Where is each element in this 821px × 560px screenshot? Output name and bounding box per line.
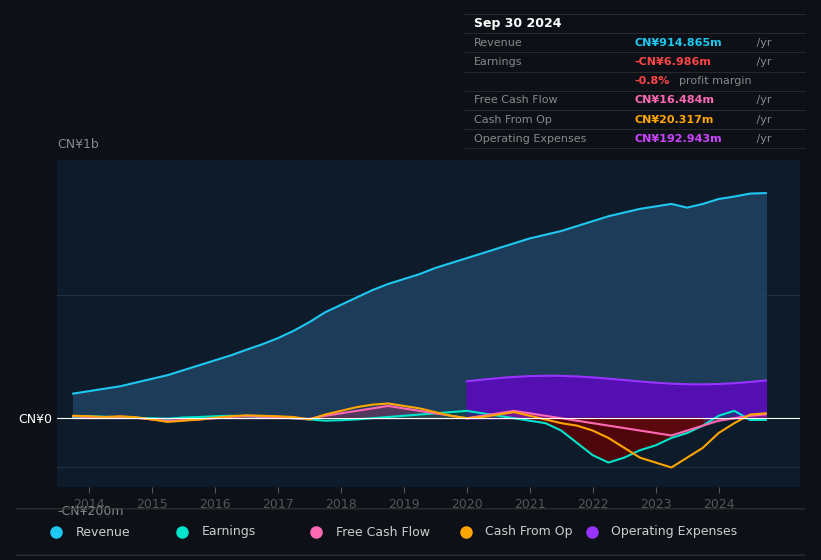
Text: /yr: /yr xyxy=(754,115,772,125)
Text: Earnings: Earnings xyxy=(474,57,523,67)
Text: Cash From Op: Cash From Op xyxy=(474,115,552,125)
Text: Revenue: Revenue xyxy=(76,525,131,539)
Text: Earnings: Earnings xyxy=(202,525,256,539)
Text: CN¥192.943m: CN¥192.943m xyxy=(635,134,722,144)
Text: CN¥914.865m: CN¥914.865m xyxy=(635,38,722,48)
Text: profit margin: profit margin xyxy=(678,76,751,86)
Text: /yr: /yr xyxy=(754,38,772,48)
Text: CN¥20.317m: CN¥20.317m xyxy=(635,115,713,125)
Text: /yr: /yr xyxy=(754,95,772,105)
Text: -0.8%: -0.8% xyxy=(635,76,670,86)
Text: Revenue: Revenue xyxy=(474,38,523,48)
Text: -CN¥6.986m: -CN¥6.986m xyxy=(635,57,711,67)
Text: Sep 30 2024: Sep 30 2024 xyxy=(474,17,562,30)
Text: /yr: /yr xyxy=(754,134,772,144)
Text: Free Cash Flow: Free Cash Flow xyxy=(336,525,429,539)
Text: /yr: /yr xyxy=(754,57,772,67)
Text: Cash From Op: Cash From Op xyxy=(485,525,573,539)
Text: Free Cash Flow: Free Cash Flow xyxy=(474,95,557,105)
Text: CN¥16.484m: CN¥16.484m xyxy=(635,95,714,105)
Text: Operating Expenses: Operating Expenses xyxy=(612,525,737,539)
Text: CN¥1b: CN¥1b xyxy=(57,138,99,151)
Text: -CN¥200m: -CN¥200m xyxy=(57,505,124,518)
Text: Operating Expenses: Operating Expenses xyxy=(474,134,586,144)
